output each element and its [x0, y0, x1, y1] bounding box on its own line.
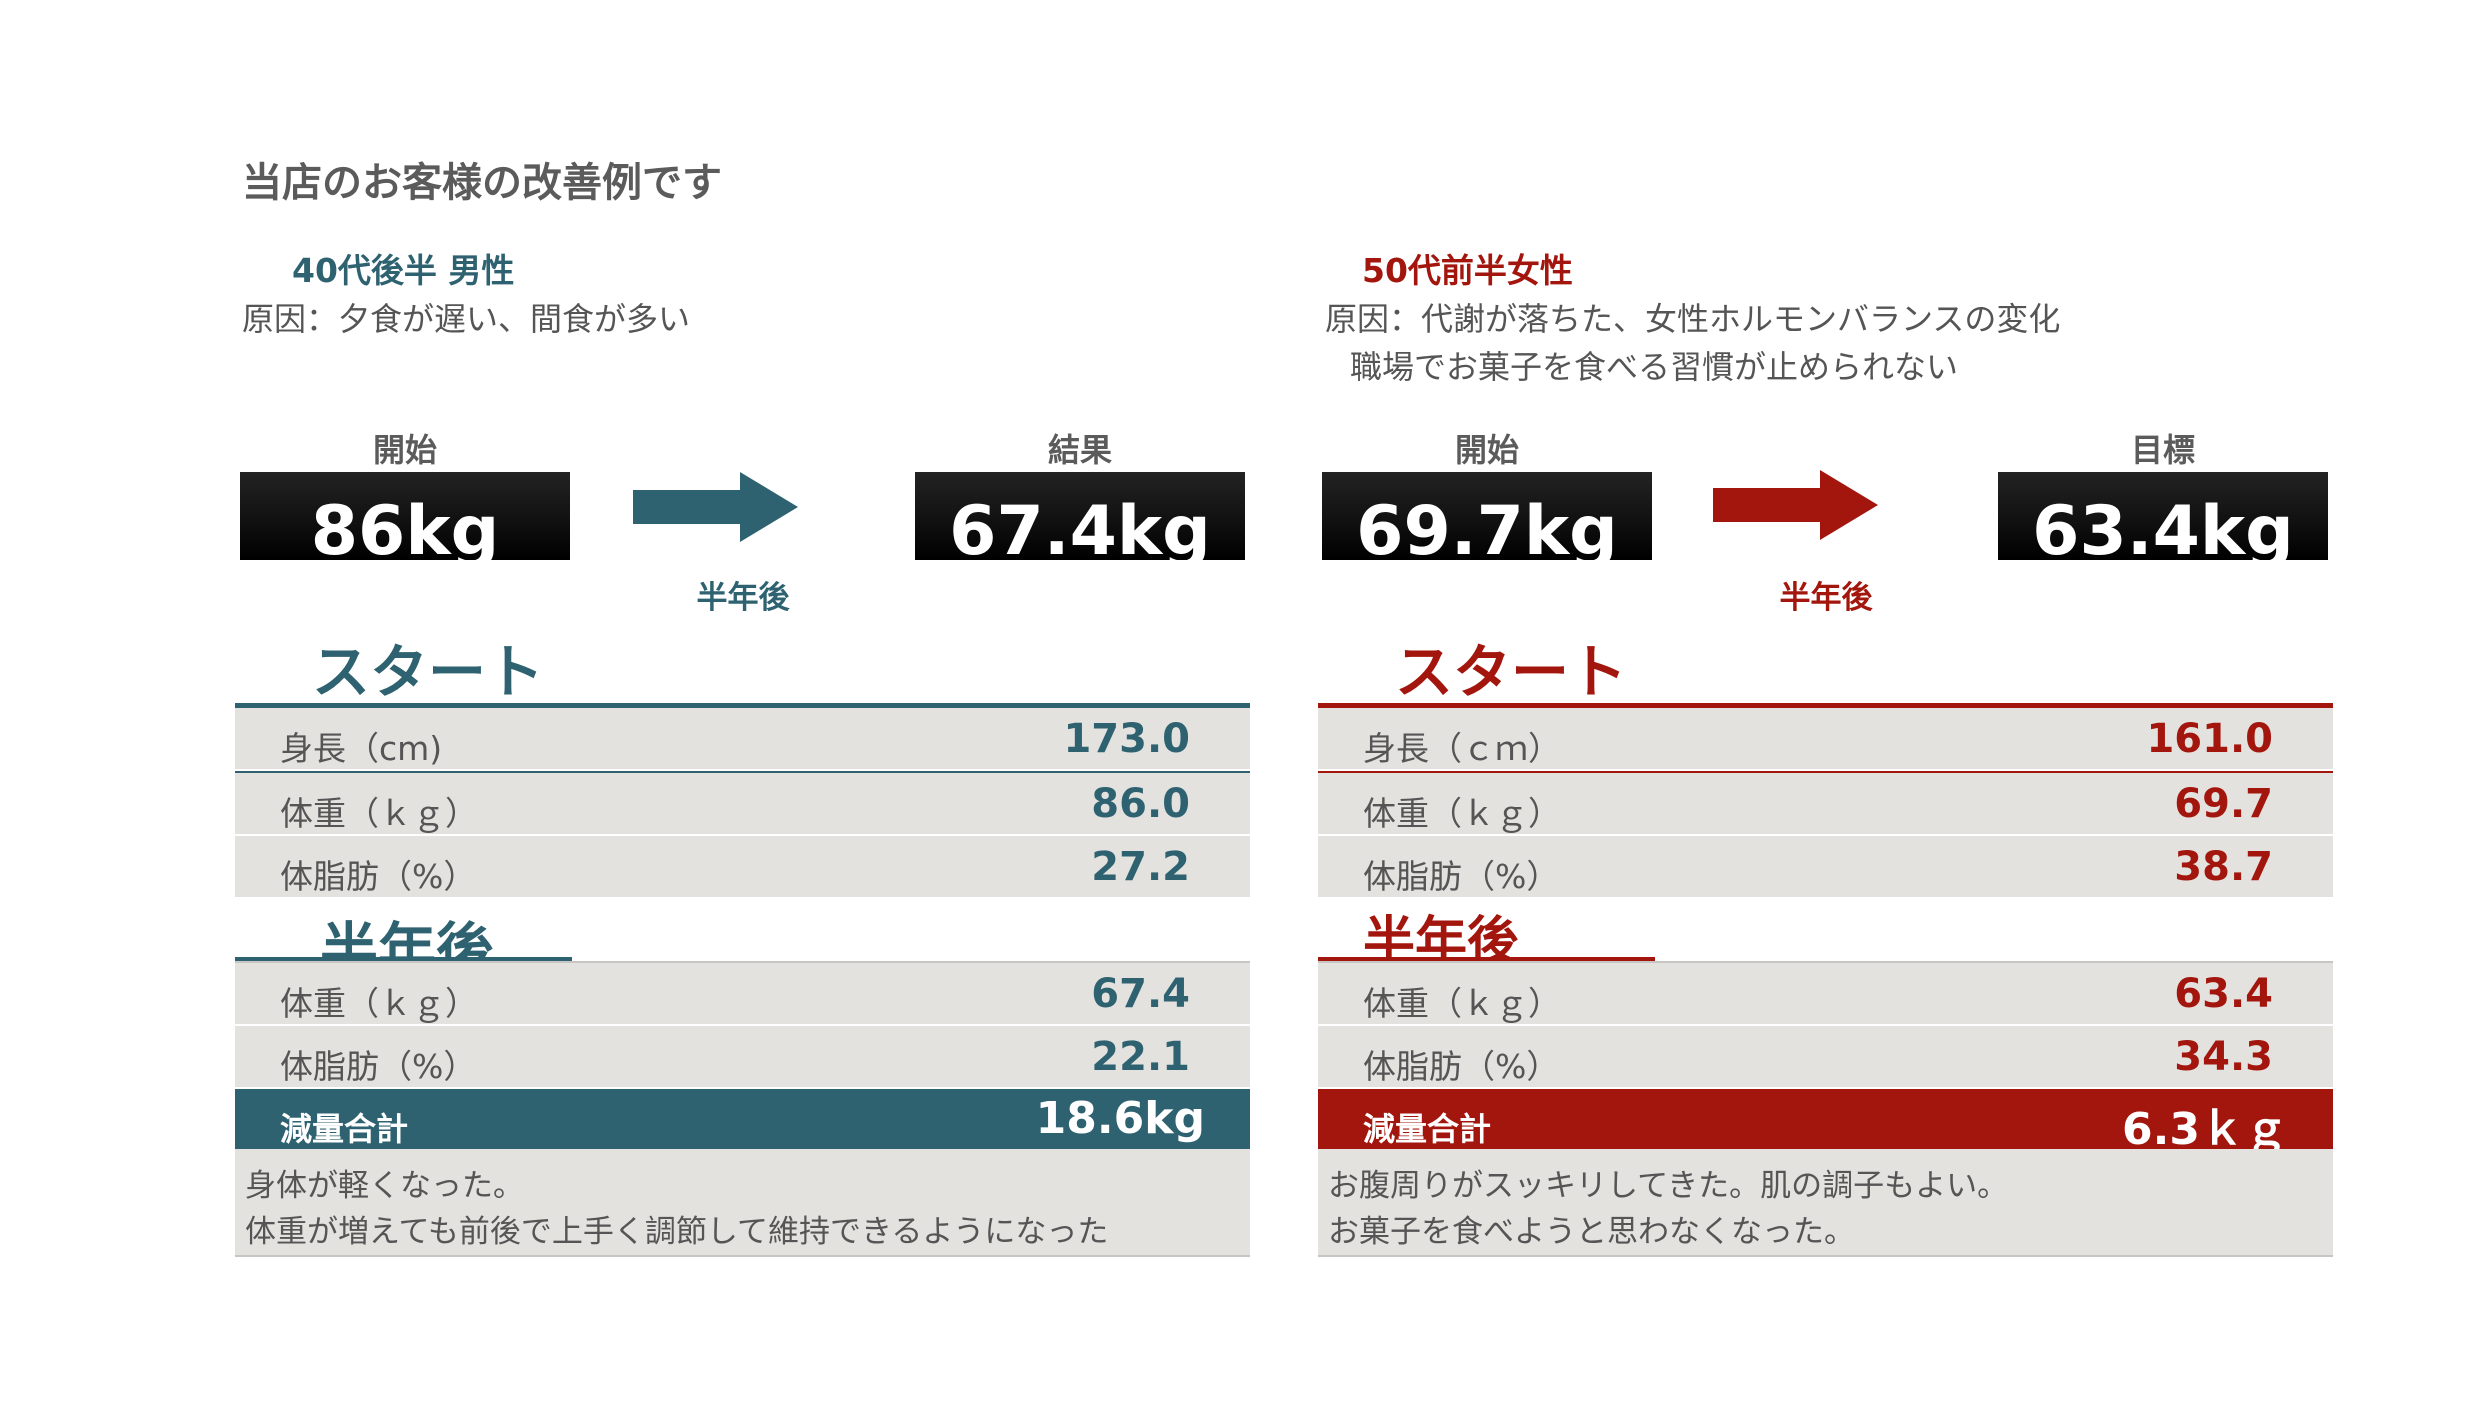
left-start-box: 86kg: [240, 472, 570, 566]
right-comment-line2: お菓子を食べようと思わなくなった。: [1328, 1214, 1855, 1250]
left-cause: 原因：夕食が遅い、間食が多い: [242, 300, 691, 338]
right-after-label: 半年後: [1779, 580, 1873, 616]
right-after-fat-value: 34.3: [2174, 1034, 2273, 1080]
right-start-heading: スタート: [1395, 638, 1628, 706]
right-start-value: 69.7kg: [1356, 492, 1618, 571]
left-after-fat-label: 体脂肪（%）: [280, 1047, 477, 1086]
left-total-label: 減量合計: [280, 1110, 409, 1148]
right-cause-line1: 原因：代謝が落ちた、女性ホルモンバランスの変化: [1325, 300, 2061, 338]
right-comment: お腹周りがスッキリしてきた。肌の調子もよい。 お菓子を食べようと思わなくなった。: [1318, 1149, 2333, 1257]
left-after-label: 半年後: [696, 580, 790, 616]
right-start-label: 開始: [1454, 431, 1519, 469]
left-weight-label: 体重（ｋｇ）: [280, 794, 478, 833]
right-height-row: 身長（ｃｍ） 161.0: [1318, 708, 2333, 771]
page-title: 当店のお客様の改善例です: [242, 160, 722, 206]
right-fat-value: 38.7: [2174, 844, 2273, 890]
right-after-weight-label: 体重（ｋｇ）: [1363, 984, 1561, 1023]
right-start-box: 69.7kg: [1322, 472, 1652, 566]
right-after-weight-value: 63.4: [2174, 971, 2273, 1017]
left-result-label: 結果: [1047, 431, 1112, 469]
right-target-box: 63.4kg: [1998, 472, 2328, 566]
left-start-value: 86kg: [310, 492, 500, 571]
right-weight-value: 69.7: [2174, 781, 2273, 827]
left-start-heading: スタート: [312, 638, 545, 706]
left-after-fat-row: 体脂肪（%） 22.1: [235, 1026, 1250, 1089]
right-after-fat-label: 体脂肪（%）: [1363, 1047, 1560, 1086]
right-height-value: 161.0: [2146, 716, 2273, 762]
right-after-underline: [1318, 957, 1655, 961]
right-height-label: 身長（ｃｍ）: [1363, 729, 1561, 768]
right-after-weight-row: 体重（ｋｇ） 63.4: [1318, 961, 2333, 1026]
left-height-value: 173.0: [1063, 716, 1190, 762]
left-height-row: 身長（cm) 173.0: [235, 708, 1250, 771]
left-comment: 身体が軽くなった。 体重が増えても前後で上手く調節して維持できるようになった: [235, 1149, 1250, 1257]
right-comment-line1: お腹周りがスッキリしてきた。肌の調子もよい。: [1328, 1168, 2009, 1204]
left-fat-label: 体脂肪（%）: [280, 857, 477, 896]
left-comment-line2: 体重が増えても前後で上手く調節して維持できるようになった: [245, 1214, 1109, 1250]
right-after-fat-row: 体脂肪（%） 34.3: [1318, 1026, 2333, 1089]
right-top-rule: [1318, 703, 2333, 708]
right-cause-line2: 職場でお菓子を食べる習慣が止められない: [1350, 348, 1959, 386]
left-after-fat-value: 22.1: [1091, 1034, 1190, 1080]
right-arrow-icon: [1713, 470, 1878, 540]
left-after-underline: [235, 957, 572, 961]
left-fat-value: 27.2: [1091, 844, 1190, 890]
right-weight-label: 体重（ｋｇ）: [1363, 794, 1561, 833]
right-total-label: 減量合計: [1363, 1110, 1492, 1148]
right-total-row: 減量合計 6.3ｋｇ: [1318, 1089, 2333, 1155]
right-target-value: 63.4kg: [2032, 492, 2294, 571]
right-target-label: 目標: [2130, 431, 2195, 469]
left-result-box: 67.4kg: [915, 472, 1245, 566]
right-row-rule: [1318, 769, 2333, 773]
left-after-heading-block: 半年後: [235, 899, 1250, 984]
left-after-weight-label: 体重（ｋｇ）: [280, 984, 478, 1023]
left-total-value: 18.6kg: [1035, 1093, 1205, 1144]
right-segment: 50代前半女性: [1362, 251, 1573, 290]
left-total-row: 減量合計 18.6kg: [235, 1089, 1250, 1149]
left-row-rule: [235, 769, 1250, 773]
right-fat-label: 体脂肪（%）: [1363, 857, 1560, 896]
left-segment: 40代後半 男性: [292, 251, 515, 290]
right-fat-row: 体脂肪（%） 38.7: [1318, 836, 2333, 899]
left-result-value: 67.4kg: [949, 492, 1211, 571]
left-after-weight-row: 体重（ｋｇ） 67.4: [235, 961, 1250, 1026]
left-start-label: 開始: [372, 431, 437, 469]
left-arrow-icon: [633, 472, 798, 542]
right-weight-row: 体重（ｋｇ） 69.7: [1318, 773, 2333, 836]
right-after-heading-block: 半年後: [1318, 899, 2333, 972]
left-top-rule: [235, 703, 1250, 708]
left-panel: 身長（cm) 173.0 体重（ｋｇ） 86.0 体脂肪（%） 27.2 半年後…: [235, 703, 1250, 1257]
left-comment-line1: 身体が軽くなった。: [245, 1168, 524, 1204]
left-height-label: 身長（cm): [280, 729, 443, 768]
right-total-value: 6.3ｋｇ: [2122, 1104, 2288, 1155]
right-panel: 身長（ｃｍ） 161.0 体重（ｋｇ） 69.7 体脂肪（%） 38.7 半年後…: [1318, 703, 2333, 1257]
left-fat-row: 体脂肪（%） 27.2: [235, 836, 1250, 899]
left-after-weight-value: 67.4: [1091, 971, 1190, 1017]
left-weight-value: 86.0: [1091, 781, 1190, 827]
left-weight-row: 体重（ｋｇ） 86.0: [235, 773, 1250, 836]
